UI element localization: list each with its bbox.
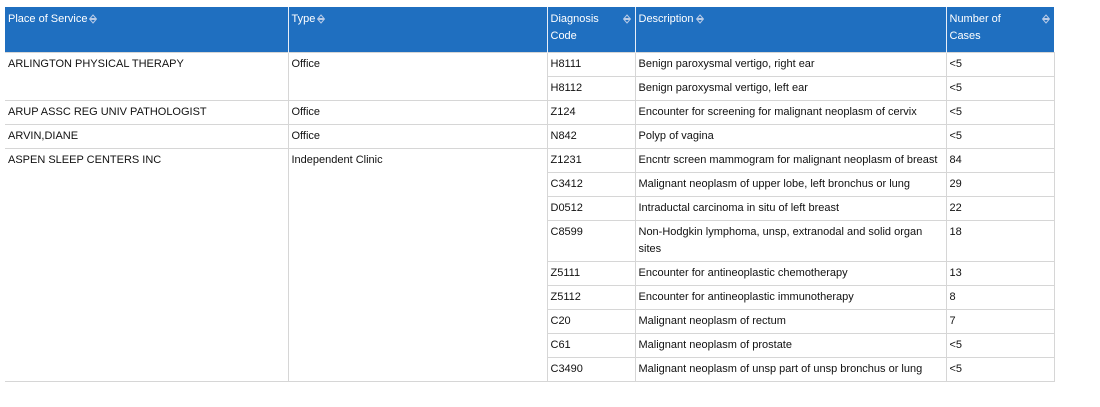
service-type: Office [287,100,548,125]
header-cell[interactable]: Type [287,7,547,53]
diagnosis-code: Z1231 [546,148,636,173]
sort-icon [317,14,326,24]
diagnosis-code: Z5112 [546,285,636,310]
place-of-service: ARVIN,DIANE [5,124,289,149]
table-row: C8599 Non-Hodgkin lymphoma, unsp, extrano… [5,220,1055,262]
diagnosis-code: H8112 [546,76,636,101]
diagnosis-code: Z5111 [546,261,636,286]
description: Non-Hodgkin lymphoma, unsp, extranodal a… [634,220,947,262]
place-of-service: ARUP ASSC REG UNIV PATHOLOGIST [5,100,289,125]
table-row: C3412 Malignant neoplasm of upper lobe, l… [5,172,1055,197]
table-row: D0512 Intraductal carcinoma in situ of le… [5,196,1055,221]
table-row: ARUP ASSC REG UNIV PATHOLOGIST Office Z124… [5,100,1055,125]
diagnosis-code: C61 [546,333,636,358]
diagnosis-code: Z124 [546,100,636,125]
header-label: Place of Service [8,13,88,25]
place-of-service: ARLINGTON PHYSICAL THERAPY [5,52,289,101]
diagnosis-code: H8111 [546,52,636,77]
table-row: ARVIN,DIANE Office N842 Polyp of vagina <5 [5,124,1055,149]
diagnosis-code: C20 [546,309,636,334]
service-type: Office [287,52,548,101]
header-label: Description [638,13,694,25]
number-of-cases: <5 [945,124,1055,149]
table-header: Place of Service Type Diagnosis Code Des… [5,7,1054,53]
table-row: C3490 Malignant neoplasm of unsp part of … [5,357,1055,382]
number-of-cases: <5 [945,100,1055,125]
number-of-cases: 18 [945,220,1055,262]
description: Malignant neoplasm of rectum [634,309,947,334]
table-row: ASPEN SLEEP CENTERS INC Independent Clini… [5,148,1055,382]
service-type: Independent Clinic [287,148,548,382]
number-of-cases: 22 [945,196,1055,221]
diagnosis-code: N842 [546,124,636,149]
number-of-cases: <5 [945,333,1055,358]
number-of-cases: 7 [945,309,1055,334]
diagnosis-code: D0512 [546,196,636,221]
diagnosis-code: C3412 [546,172,636,197]
description: Encounter for screening for malignant ne… [634,100,947,125]
sort-icon [695,14,704,24]
service-table: Place of Service Type Diagnosis Code Des… [5,7,1055,382]
description: Encntr screen mammogram for malignant ne… [634,148,947,173]
sort-icon [89,14,98,24]
number-of-cases: 84 [945,148,1055,173]
table-body: ARLINGTON PHYSICAL THERAPY Office H8111 Ben… [5,52,1055,382]
header-row: Place of Service Type Diagnosis Code Des… [5,7,1054,53]
number-of-cases: 29 [945,172,1055,197]
description: Malignant neoplasm of unsp part of unsp … [634,357,947,382]
table-row: Z5112 Encounter for antineoplastic immuno… [5,285,1055,310]
table-row: ARLINGTON PHYSICAL THERAPY Office H8111 Ben… [5,52,1055,101]
header-cell[interactable]: Place of Service [5,7,288,53]
header-label: Number of Cases [949,13,1001,42]
header-label: Diagnosis Code [550,13,599,42]
number-of-cases: <5 [945,357,1055,382]
description: Polyp of vagina [634,124,947,149]
header-cell[interactable]: Diagnosis Code [546,7,635,53]
description: Encounter for antineoplastic immunothera… [634,285,947,310]
number-of-cases: 13 [945,261,1055,286]
description: Intraductal carcinoma in situ of left br… [634,196,947,221]
service-type: Office [287,124,548,149]
description: Benign paroxysmal vertigo, left ear [634,76,947,101]
diagnosis-code: C8599 [546,220,636,262]
header-cell[interactable]: Number of Cases [945,7,1054,53]
number-of-cases: 8 [945,285,1055,310]
number-of-cases: <5 [945,52,1055,77]
header-label: Type [291,13,316,25]
sort-icon [1042,14,1050,24]
number-of-cases: <5 [945,76,1055,101]
description: Encounter for antineoplastic chemotherap… [634,261,947,286]
description: Malignant neoplasm of prostate [634,333,947,358]
place-of-service: ASPEN SLEEP CENTERS INC [5,148,289,382]
table-row: C20 Malignant neoplasm of rectum 7 [5,309,1055,334]
table-row: H8112 Benign paroxysmal vertigo, left ear… [5,76,1055,101]
diagnosis-code: C3490 [546,357,636,382]
description: Malignant neoplasm of upper lobe, left b… [634,172,947,197]
sort-icon [622,14,631,24]
description: Benign paroxysmal vertigo, right ear [634,52,947,77]
header-cell[interactable]: Description [634,7,946,53]
